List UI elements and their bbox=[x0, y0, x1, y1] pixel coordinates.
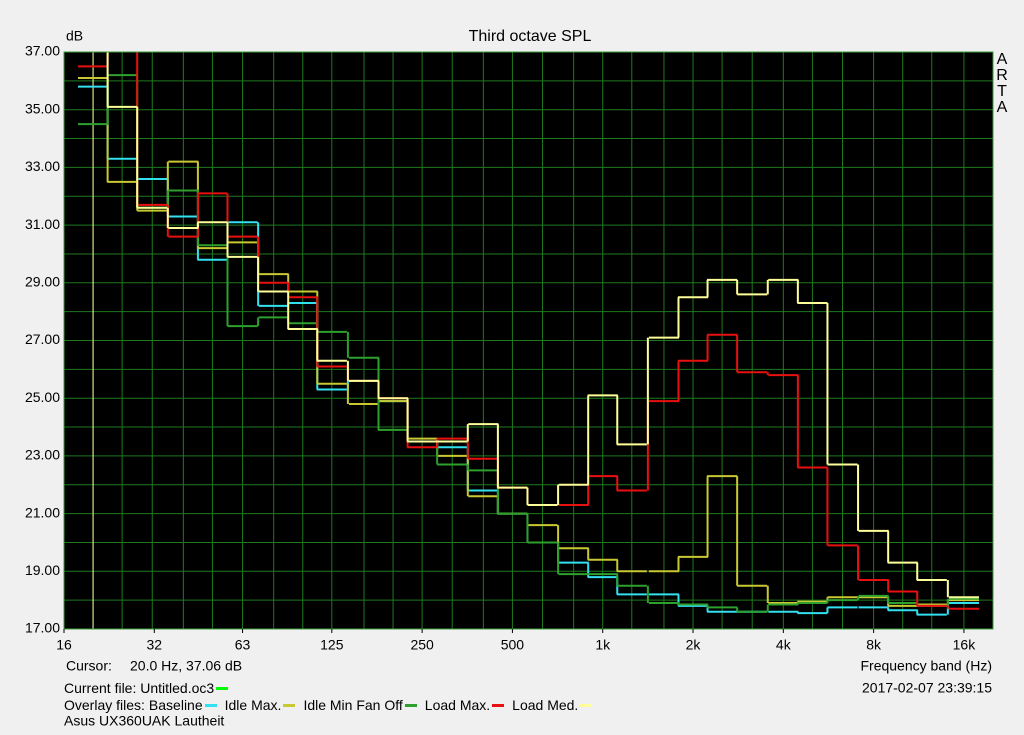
cursor-readout: 20.0 Hz, 37.06 dB bbox=[130, 658, 242, 674]
x-tick-label: 16k bbox=[953, 637, 977, 653]
overlay-label: Overlay files: bbox=[64, 697, 145, 713]
x-tick-label: 16 bbox=[56, 637, 72, 653]
legend-swatch bbox=[283, 703, 296, 707]
y-tick-label: 17.00 bbox=[25, 620, 60, 636]
x-tick-label: 8k bbox=[866, 637, 882, 653]
legend-entry: Idle Max. bbox=[224, 697, 282, 713]
caption: Asus UX360UAK Lautheit bbox=[64, 713, 224, 729]
x-tick-label: 250 bbox=[410, 637, 434, 653]
chart-title: Third octave SPL bbox=[469, 28, 592, 45]
timestamp: 2017-02-07 23:39:15 bbox=[862, 680, 992, 696]
legend-swatch bbox=[492, 703, 505, 707]
x-tick-label: 2k bbox=[686, 637, 702, 653]
legend-entry: Idle Min Fan Off bbox=[303, 697, 403, 713]
y-tick-label: 23.00 bbox=[25, 447, 60, 463]
legend-swatch bbox=[404, 703, 417, 707]
legend-entry: Load Med. bbox=[512, 697, 579, 713]
x-tick-label: 125 bbox=[320, 637, 344, 653]
plot-border bbox=[63, 51, 994, 630]
x-tick-label: 63 bbox=[235, 637, 251, 653]
y-tick-label: 27.00 bbox=[25, 331, 60, 347]
x-tick-label: 32 bbox=[147, 637, 163, 653]
current-file: Current file: Untitled.oc3 bbox=[64, 680, 215, 696]
x-tick-label: 500 bbox=[501, 637, 525, 653]
legend-entry: Baseline bbox=[148, 697, 203, 713]
legend: Overlay files: Baseline Idle Max. Idle Min… bbox=[64, 697, 596, 713]
cursor-label: Cursor: bbox=[66, 658, 112, 674]
step-connector bbox=[106, 52, 949, 598]
current-file-swatch bbox=[216, 686, 229, 690]
y-tick-label: 25.00 bbox=[25, 389, 60, 405]
legend-entry: Load Max. bbox=[424, 697, 491, 713]
legend-swatch bbox=[580, 703, 593, 707]
x-tick-label: 1k bbox=[595, 637, 611, 653]
y-tick-label: 21.00 bbox=[25, 504, 60, 520]
x-tick-label: 4k bbox=[776, 637, 792, 653]
y-tick-label: 37.00 bbox=[25, 43, 60, 59]
watermark: ARTA bbox=[996, 51, 1008, 116]
legend-swatch bbox=[204, 703, 217, 707]
grid bbox=[64, 51, 993, 630]
y-axis-label: dB bbox=[66, 28, 83, 44]
y-tick-label: 31.00 bbox=[25, 216, 60, 232]
y-tick-label: 29.00 bbox=[25, 274, 60, 290]
y-tick-label: 19.00 bbox=[25, 562, 60, 578]
x-axis-label: Frequency band (Hz) bbox=[860, 658, 992, 674]
current-file-row: Current file: Untitled.oc3 bbox=[64, 680, 232, 696]
data bbox=[78, 52, 979, 629]
y-tick-label: 35.00 bbox=[25, 100, 60, 116]
y-tick-label: 33.00 bbox=[25, 158, 60, 174]
